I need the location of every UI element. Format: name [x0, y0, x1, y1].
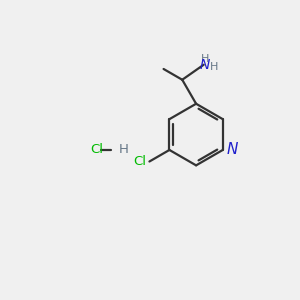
Text: N: N	[226, 142, 238, 158]
Text: Cl: Cl	[133, 155, 146, 168]
Text: H: H	[118, 143, 128, 157]
Text: Cl: Cl	[91, 143, 103, 157]
Text: H: H	[210, 62, 218, 72]
Text: H: H	[201, 54, 209, 64]
Text: N: N	[200, 58, 210, 72]
